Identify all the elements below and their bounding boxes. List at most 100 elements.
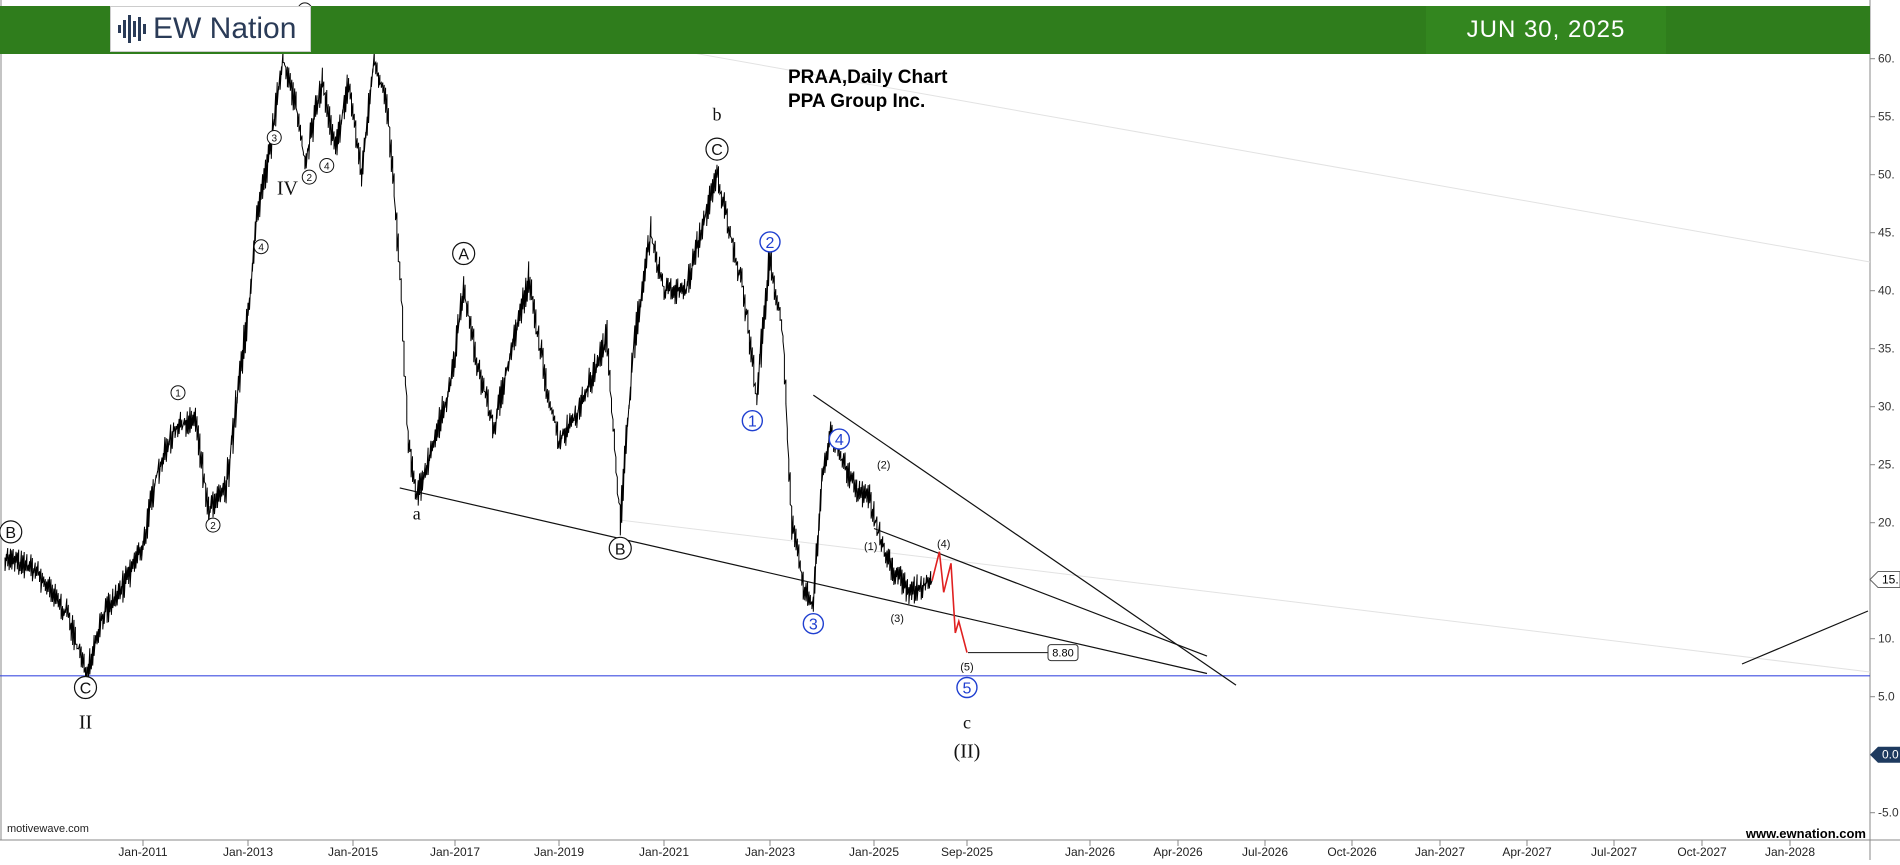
x-tick-label: Jan-2025 — [849, 845, 899, 859]
x-tick-label: Oct-2026 — [1327, 845, 1377, 859]
wave-label: (II) — [954, 740, 981, 762]
wave-label-circle — [205, 517, 221, 533]
wave-label-text: IV — [277, 178, 299, 200]
target-label: 8.80 — [1052, 648, 1073, 660]
wave-label-text: (3) — [891, 613, 904, 625]
wave-label: (3) — [891, 613, 904, 625]
wave-label-text: C — [711, 142, 723, 159]
wave-label: IV — [277, 178, 299, 200]
y-tick-label: -5.0 — [1878, 806, 1899, 820]
future-trend-line — [1741, 610, 1869, 665]
current-price-label: 15. — [1882, 573, 1899, 587]
wave-label-text: B — [5, 525, 16, 542]
x-tick-label: Jan-2017 — [430, 845, 480, 859]
wave-label: 2 — [205, 517, 221, 533]
y-tick-label: 5.0 — [1878, 690, 1895, 704]
chart-date: JUN 30, 2025 — [1426, 6, 1666, 54]
x-tick-label: Apr-2027 — [1502, 845, 1552, 859]
x-tick-label: Sep-2025 — [941, 845, 993, 859]
x-tick-label: Oct-2027 — [1677, 845, 1727, 859]
x-tick-label: Jan-2023 — [745, 845, 795, 859]
y-tick-label: 50. — [1878, 168, 1895, 182]
wave-label-circle — [608, 536, 632, 560]
brand-name: EW Nation — [153, 12, 297, 45]
wave-label: A — [452, 241, 476, 266]
wave-label-text: 5 — [963, 681, 972, 698]
y-tick-label: 10. — [1878, 632, 1895, 646]
x-tick-label: Jan-2015 — [328, 845, 378, 859]
x-tick-label: Apr-2026 — [1153, 845, 1203, 859]
wave-label-text: c — [963, 712, 971, 732]
wave-label: 2 — [759, 231, 781, 253]
y-tick-label: 60. — [1878, 52, 1895, 66]
zero-badge — [1870, 746, 1900, 763]
wave-label: 4 — [319, 158, 335, 173]
wave-label: 4 — [253, 239, 269, 255]
wave-label-circle — [956, 676, 978, 699]
wave-label: 2 — [301, 169, 317, 185]
wave-label: 1 — [741, 410, 764, 432]
wave-label-text: (1) — [864, 541, 877, 553]
wave-label-circle — [705, 137, 729, 161]
wave-label-text: (2) — [877, 460, 890, 472]
x-tick-label: Jan-2028 — [1765, 845, 1815, 859]
wave-label-circle — [0, 520, 23, 544]
wave-label-circle — [170, 385, 186, 401]
wave-label-text: 2 — [306, 173, 312, 184]
lower-wedge-line — [873, 527, 1208, 657]
wave-label: 5 — [956, 676, 978, 699]
wave-label: 1 — [170, 385, 186, 401]
wave-label-text: 4 — [324, 162, 330, 173]
wave-label: (1) — [864, 541, 877, 553]
wave-label-text: 2 — [210, 521, 216, 532]
zero-label: 0.0 — [1882, 748, 1899, 762]
y-tick-label: 25. — [1878, 458, 1895, 472]
projection-series — [931, 551, 968, 653]
wave-label-text: (5) — [960, 662, 973, 674]
ref-line-lower — [619, 519, 1871, 673]
wave-label-text: b — [713, 104, 722, 124]
footer-source: motivewave.com — [7, 823, 89, 835]
wave-label-circle — [73, 675, 98, 700]
y-tick-label: 45. — [1878, 226, 1895, 240]
wave-label-text: II — [79, 711, 92, 733]
y-tick-label: 40. — [1878, 284, 1895, 298]
wave-label: C — [73, 675, 98, 700]
x-tick-label: Jan-2021 — [639, 845, 689, 859]
wave-label: (2) — [877, 460, 890, 472]
y-tick-label: 30. — [1878, 400, 1895, 414]
sound-wave-icon — [118, 15, 146, 43]
wave-label-text: 1 — [748, 414, 757, 431]
chart-title: PRAA,Daily Chart — [788, 67, 948, 88]
y-tick-label: 35. — [1878, 342, 1895, 356]
x-tick-label: Jan-2026 — [1065, 845, 1115, 859]
wave-label-text: 3 — [809, 617, 818, 634]
wave-label-circle — [319, 158, 335, 173]
upper-wedge-line — [812, 394, 1237, 686]
wave-label-text: B — [615, 541, 626, 558]
current-price-badge — [1869, 571, 1900, 589]
wave-label-text: 1 — [175, 389, 181, 400]
wave-label-text: (II) — [954, 740, 981, 762]
wave-label-circle — [452, 241, 476, 266]
x-tick-label: Jan-2019 — [534, 845, 584, 859]
x-tick-label: Jan-2013 — [223, 845, 273, 859]
y-tick-label: 20. — [1878, 516, 1895, 530]
wave-label-circle — [741, 410, 764, 432]
footer-site: www.ewnation.com — [1745, 826, 1866, 841]
wave-label-text: C — [80, 681, 92, 698]
wave-label-text: (4) — [937, 539, 950, 551]
wave-label: B — [0, 520, 23, 544]
x-tick-label: Jul-2026 — [1242, 845, 1288, 859]
target-box — [1047, 644, 1079, 662]
wave-label: (5) — [960, 662, 973, 674]
wave-label: 4 — [828, 428, 851, 450]
wave-label: b — [713, 104, 722, 124]
wave-label-circle — [802, 613, 825, 635]
wave-label-text: a — [413, 504, 421, 524]
wave-label: B — [608, 536, 632, 560]
wave-label: II — [79, 711, 92, 733]
chart-title-block: PRAA,Daily Chart PPA Group Inc. — [788, 66, 947, 114]
